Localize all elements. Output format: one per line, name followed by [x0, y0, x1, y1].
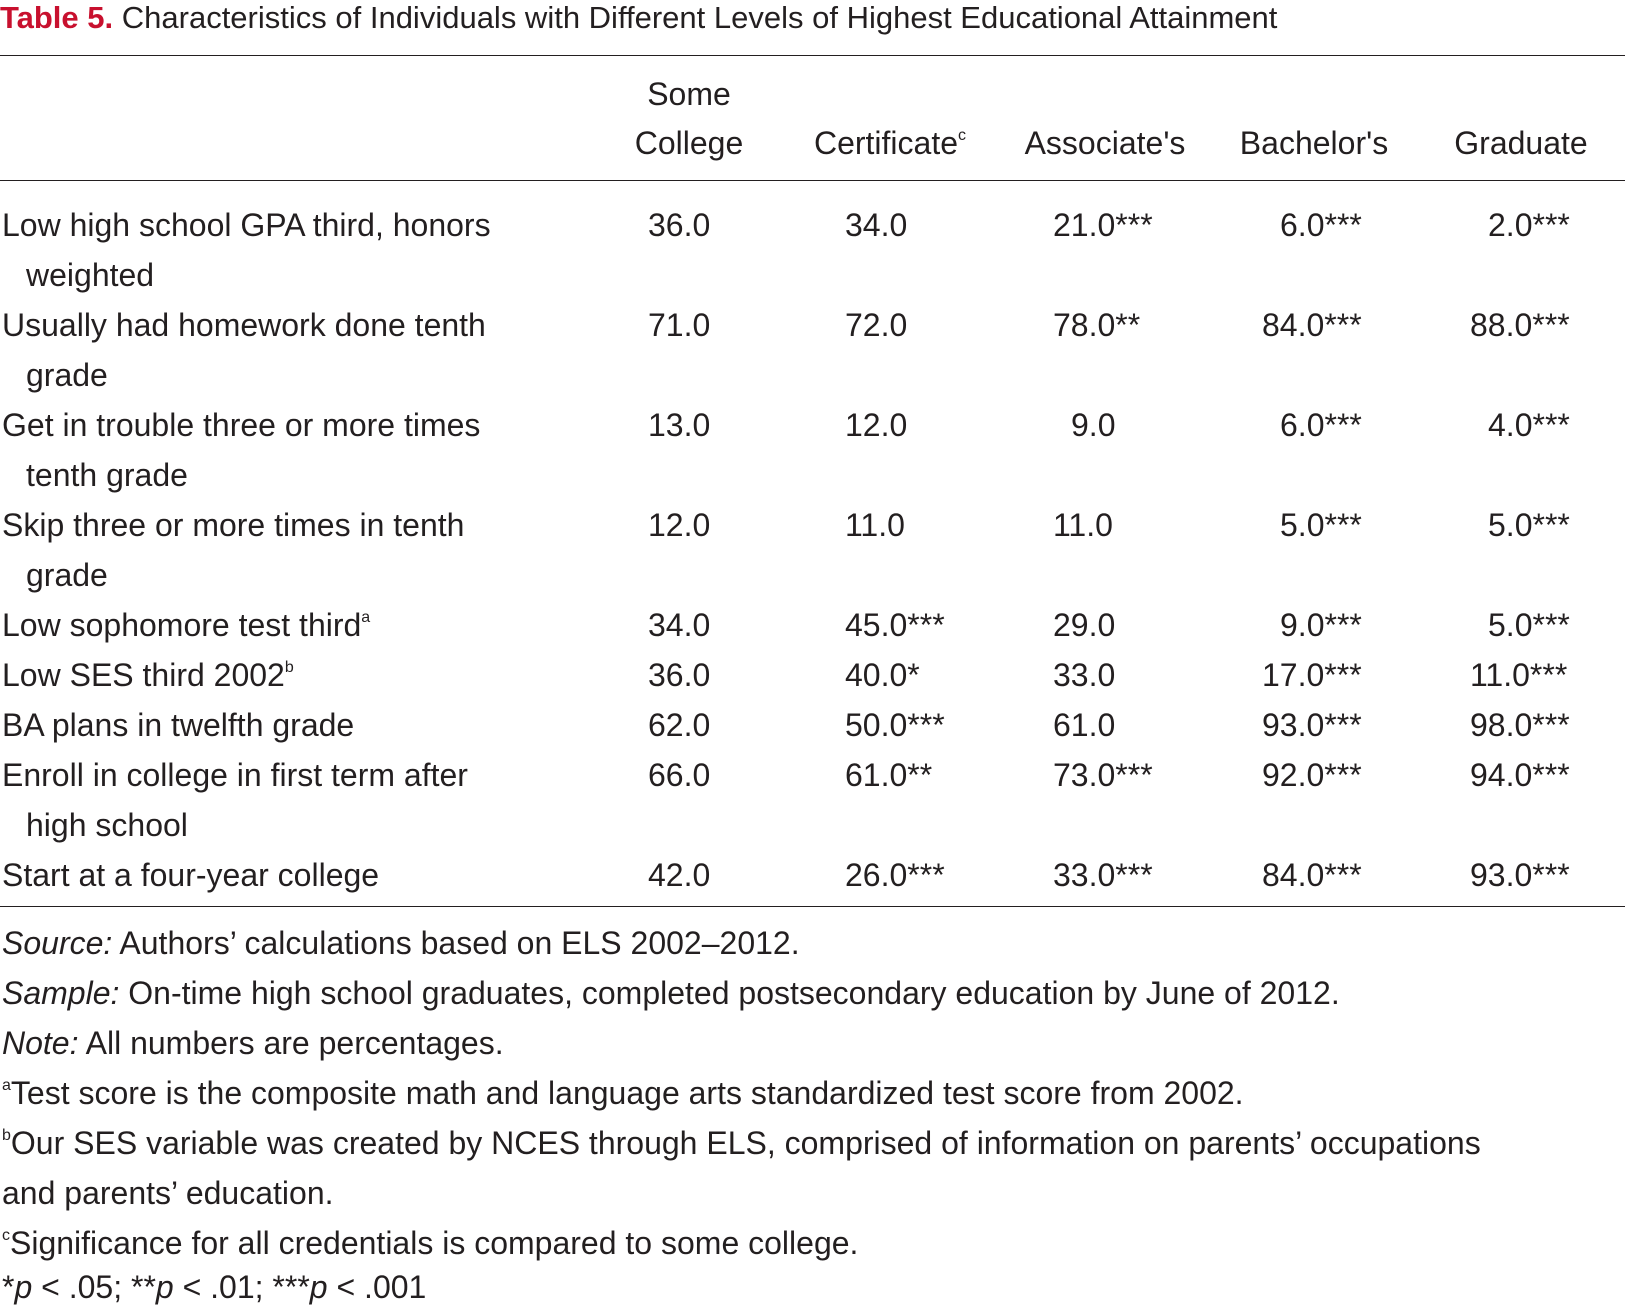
- footnote-marker: b: [284, 659, 294, 676]
- footnote-marker: a: [361, 609, 371, 626]
- percent-note: Note: All numbers are percentages.: [2, 1025, 504, 1061]
- table-cell: 93.0***: [1262, 707, 1362, 743]
- table-cell: 61.0: [1053, 707, 1116, 743]
- table-cell: 5.0***: [1488, 607, 1570, 643]
- column-header-graduate: Graduate: [1454, 125, 1588, 161]
- table-cell: 12.0: [648, 507, 711, 543]
- table-cell: 26.0***: [845, 857, 945, 893]
- table-cell: 42.0: [648, 857, 711, 893]
- table-cell: 11.0: [845, 507, 905, 543]
- row-label: Low high school GPA third, honors weighte…: [2, 207, 491, 293]
- table-cell: 40.0*: [845, 657, 920, 693]
- table-cell: 11.0***: [1470, 657, 1568, 693]
- table-cell: 12.0: [845, 407, 908, 443]
- column-header-bachelors: Bachelor's: [1239, 125, 1389, 161]
- table-cell: 5.0***: [1280, 507, 1362, 543]
- row-label: Usually had homework done tenth grade: [2, 307, 486, 393]
- table-cell: 36.0: [648, 207, 711, 243]
- table-number: Table 5.: [0, 0, 114, 35]
- table-cell: 88.0***: [1470, 307, 1570, 343]
- table-cell: 17.0***: [1262, 657, 1362, 693]
- footnote-b: bOur SES variable was created by NCES th…: [2, 1125, 1481, 1161]
- table-cell: 33.0***: [1053, 857, 1153, 893]
- table-cell: 11.0: [1053, 507, 1113, 543]
- table-cell: 78.0**: [1053, 307, 1141, 343]
- sample-note: Sample: On-time high school graduates, c…: [2, 975, 1340, 1011]
- row-label: BA plans in twelfth grade: [2, 707, 355, 743]
- table-title: Table 5. Characteristics of Individuals …: [0, 0, 1277, 36]
- footnote-c: cSignificance for all credentials is com…: [2, 1225, 859, 1261]
- bottom-rule: [0, 906, 1625, 907]
- column-header-certificate: Certificatec: [813, 125, 967, 161]
- table-cell: 33.0: [1053, 657, 1116, 693]
- table-cell: 6.0***: [1280, 207, 1362, 243]
- footnote-marker-c: c: [958, 127, 967, 144]
- table-cell: 61.0**: [845, 757, 933, 793]
- table-cell: 93.0***: [1470, 857, 1570, 893]
- table-cell: 29.0: [1053, 607, 1116, 643]
- table-cell: 9.0: [1071, 407, 1116, 443]
- row-label: Skip three or more times in tenth grade: [2, 507, 465, 593]
- table-cell: 9.0***: [1280, 607, 1362, 643]
- table-cell: 34.0: [648, 607, 711, 643]
- table-cell: 94.0***: [1470, 757, 1570, 793]
- table-cell: 84.0***: [1262, 307, 1362, 343]
- table-cell: 2.0***: [1488, 207, 1570, 243]
- table-cell: 84.0***: [1262, 857, 1362, 893]
- table-cell: 72.0: [845, 307, 908, 343]
- table-cell: 21.0***: [1053, 207, 1153, 243]
- table-cell: 5.0***: [1488, 507, 1570, 543]
- source-note: Source: Authors’ calculations based on E…: [2, 925, 800, 961]
- footnote-b-continued: and parents’ education.: [2, 1175, 334, 1211]
- table-cell: 73.0***: [1053, 757, 1153, 793]
- row-label: Enroll in college in first term after hig…: [2, 757, 468, 843]
- row-label: Low sophomore test thirda: [2, 607, 371, 643]
- row-label: Low SES third 2002b: [2, 657, 294, 693]
- table-cell: 50.0***: [845, 707, 945, 743]
- column-header-associates: Associate's: [1024, 125, 1186, 161]
- table-cell: 13.0: [648, 407, 711, 443]
- table-cell: 92.0***: [1262, 757, 1362, 793]
- table-cell: 45.0***: [845, 607, 945, 643]
- row-label: Get in trouble three or more times tenth …: [2, 407, 481, 493]
- table-cell: 6.0***: [1280, 407, 1362, 443]
- table-cell: 66.0: [648, 757, 711, 793]
- significance-note: *p < .05; **p < .01; ***p < .001: [2, 1269, 427, 1305]
- table-cell: 34.0: [845, 207, 908, 243]
- table-cell: 62.0: [648, 707, 711, 743]
- column-header-some-college: Some College: [634, 76, 744, 161]
- header-rule: [0, 180, 1625, 181]
- table-cell: 71.0: [648, 307, 711, 343]
- table-cell: 98.0***: [1470, 707, 1570, 743]
- top-rule: [0, 55, 1625, 56]
- row-label: Start at a four-year college: [2, 857, 380, 893]
- table-caption: Characteristics of Individuals with Diff…: [121, 0, 1278, 35]
- table-cell: 4.0***: [1488, 407, 1570, 443]
- table-cell: 36.0: [648, 657, 711, 693]
- footnote-a: aTest score is the composite math and la…: [2, 1075, 1244, 1111]
